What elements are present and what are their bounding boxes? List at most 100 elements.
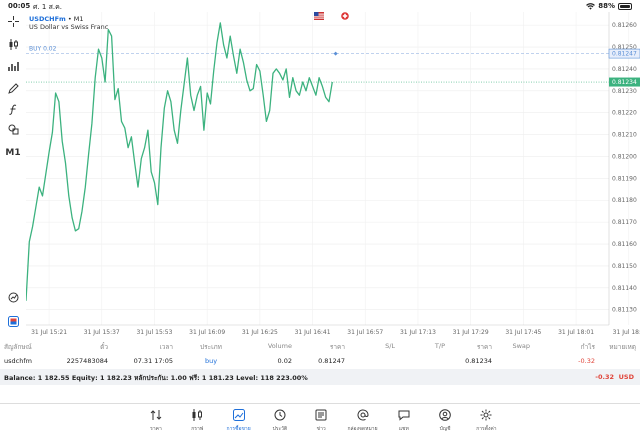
x-tick-label: 31 Jul 17:29 [453,329,489,336]
header-5: ราคา [329,343,345,351]
shapes-icon[interactable] [3,120,23,138]
account-currency: USD [618,373,634,381]
nav-item-3[interactable]: ประวัติ [262,409,298,439]
y-tick-label: 0.81200 [612,153,637,160]
y-tick-label: 0.81190 [612,175,637,182]
nav-item-5[interactable]: กล่องจดหมาย [345,409,381,439]
x-tick-label: 31 Jul 17:45 [505,329,541,336]
battery-icon [618,2,632,10]
y-tick-label: 0.81210 [612,132,637,139]
status-bar: 00:05 ศ. 1 ส.ค. 88% [0,0,640,12]
nav-item-label: กราฟ [191,426,204,432]
function-icon[interactable] [3,100,23,118]
y-tick-label: 0.81220 [612,110,637,117]
cell-1: 2257483084 [66,357,108,365]
y-tick-label: 0.81130 [612,307,637,314]
objects-pencil-icon[interactable] [3,79,23,97]
crosshair-icon[interactable] [3,12,23,30]
table-row[interactable]: usdchfm 2257483084 07.31 17:05 buy 0.02 0.812… [0,354,640,368]
indicators-icon[interactable] [3,57,23,75]
cell-10: -0.32 [578,357,595,365]
status-right: 88% [586,2,632,10]
y-tick-label: 0.81140 [612,285,637,292]
bid-price-tag [609,77,640,87]
chart-symbol-title: USDCHFm • M1 [29,15,84,23]
y-tick-label: 0.81250 [612,44,637,51]
header-0: สัญลักษณ์ [4,343,32,351]
price-chart[interactable]: 0.81260 0.81250 0.81240 0.81230 0.81220 0.812… [26,12,640,339]
nav-item-label: การซื้อขาย [226,426,251,432]
nav-item-label: กล่องจดหมาย [347,426,378,432]
cell-0: usdchfm [4,357,32,365]
buy-marker-icon [333,51,338,56]
bottom-navigation: ราคา กราฟ การซื้อขาย ประวัติ ข่าว กล่องจดหมาย… [0,403,640,447]
x-tick-label: 31 Jul 15:21 [31,329,67,336]
y-tick-label: 0.81180 [612,197,637,204]
header-1: ตั๋ว [100,343,108,351]
candlestick-icon[interactable] [3,35,23,53]
header-9: Swap [512,342,530,350]
mailbox-at-icon [345,409,381,423]
history-clock-icon [262,409,298,423]
nav-item-label: บัญชี [439,426,451,432]
nav-item-7[interactable]: บัญชี [427,409,463,439]
timeframe-button[interactable]: M1 [5,148,21,158]
zoom-icon[interactable] [3,288,23,306]
buy-order-label: BUY 0.02 [29,46,57,53]
x-tick-label: 31 Jul 16:57 [347,329,383,336]
nav-item-2[interactable]: การซื้อขาย [221,409,257,439]
nav-item-0[interactable]: ราคา [138,409,174,439]
nav-item-label: ประวัติ [272,426,288,432]
account-user-icon [427,409,463,423]
header-2: เวลา [159,343,173,351]
chart-symbol-description: US Dollar vs Swiss Franc [29,23,109,31]
x-tick-label: 31 Jul 18:01 [558,329,594,336]
status-time: 00:05 [8,2,31,10]
quotes-arrows-icon [138,409,174,423]
balance-summary: Balance: 1 182.55 Equity: 1 182.23 หลักป… [4,374,308,382]
buy-price-tag [608,48,640,59]
chart-timeframe: • M1 [67,15,84,23]
chat-bubble-icon [386,409,422,423]
swiss-flag-icon [341,12,349,20]
buy-price-tag-label: 0.81247 [612,51,637,58]
cell-2: 07.31 17:05 [133,357,173,365]
header-10: กำไร [580,343,595,351]
header-11: หมายเหตุ [609,343,636,351]
nav-item-6[interactable]: แชท [386,409,422,439]
chart-symbol: USDCHFm [29,15,66,23]
nav-item-1[interactable]: กราฟ [179,409,215,439]
y-tick-label: 0.81150 [612,263,637,270]
x-tick-label: 31 Jul 16:41 [295,329,331,336]
y-tick-label: 0.81230 [612,88,637,95]
account-balance-bar: Balance: 1 182.55 Equity: 1 182.23 หลักป… [0,369,640,385]
cell-4: 0.02 [277,357,292,365]
header-6: S/L [385,342,395,350]
x-tick-label: 31 Jul 16:09 [189,329,225,336]
cell-8: 0.81234 [465,357,492,365]
nav-item-label: ราคา [150,426,162,432]
x-tick-label: 31 Jul 17:13 [400,329,436,336]
status-date: ศ. 1 ส.ค. [33,3,62,11]
header-8: ราคา [476,343,492,351]
bid-price-tag-label: 0.81234 [612,79,637,86]
nav-item-4[interactable]: ข่าว [303,409,339,439]
y-tick-label: 0.81160 [612,241,637,248]
news-icon [303,409,339,423]
price-chart-svg[interactable]: 0.81260 0.81250 0.81240 0.81230 0.81220 0.812… [26,12,640,339]
candlestick-icon [179,409,215,423]
header-4: Volume [267,342,292,350]
positions-table-header: สัญลักษณ์ ตั๋ว เวลา ประเภท Volume ราคา S/L T/P ร… [0,339,640,353]
x-tick-label: 31 Jul 18:1 [613,329,640,336]
x-tick-label: 31 Jul 16:25 [242,329,278,336]
settings-gear-icon [468,409,504,423]
one-click-trading-icon[interactable] [3,312,23,330]
price-series-line [26,22,333,301]
cell-3: buy [204,357,218,365]
nav-item-8[interactable]: การตั้งค่า [468,409,504,439]
nav-item-label: แชท [398,426,409,432]
trade-chart-icon [221,409,257,423]
y-tick-label: 0.81170 [612,219,637,226]
total-profit: -0.32 [595,373,614,381]
